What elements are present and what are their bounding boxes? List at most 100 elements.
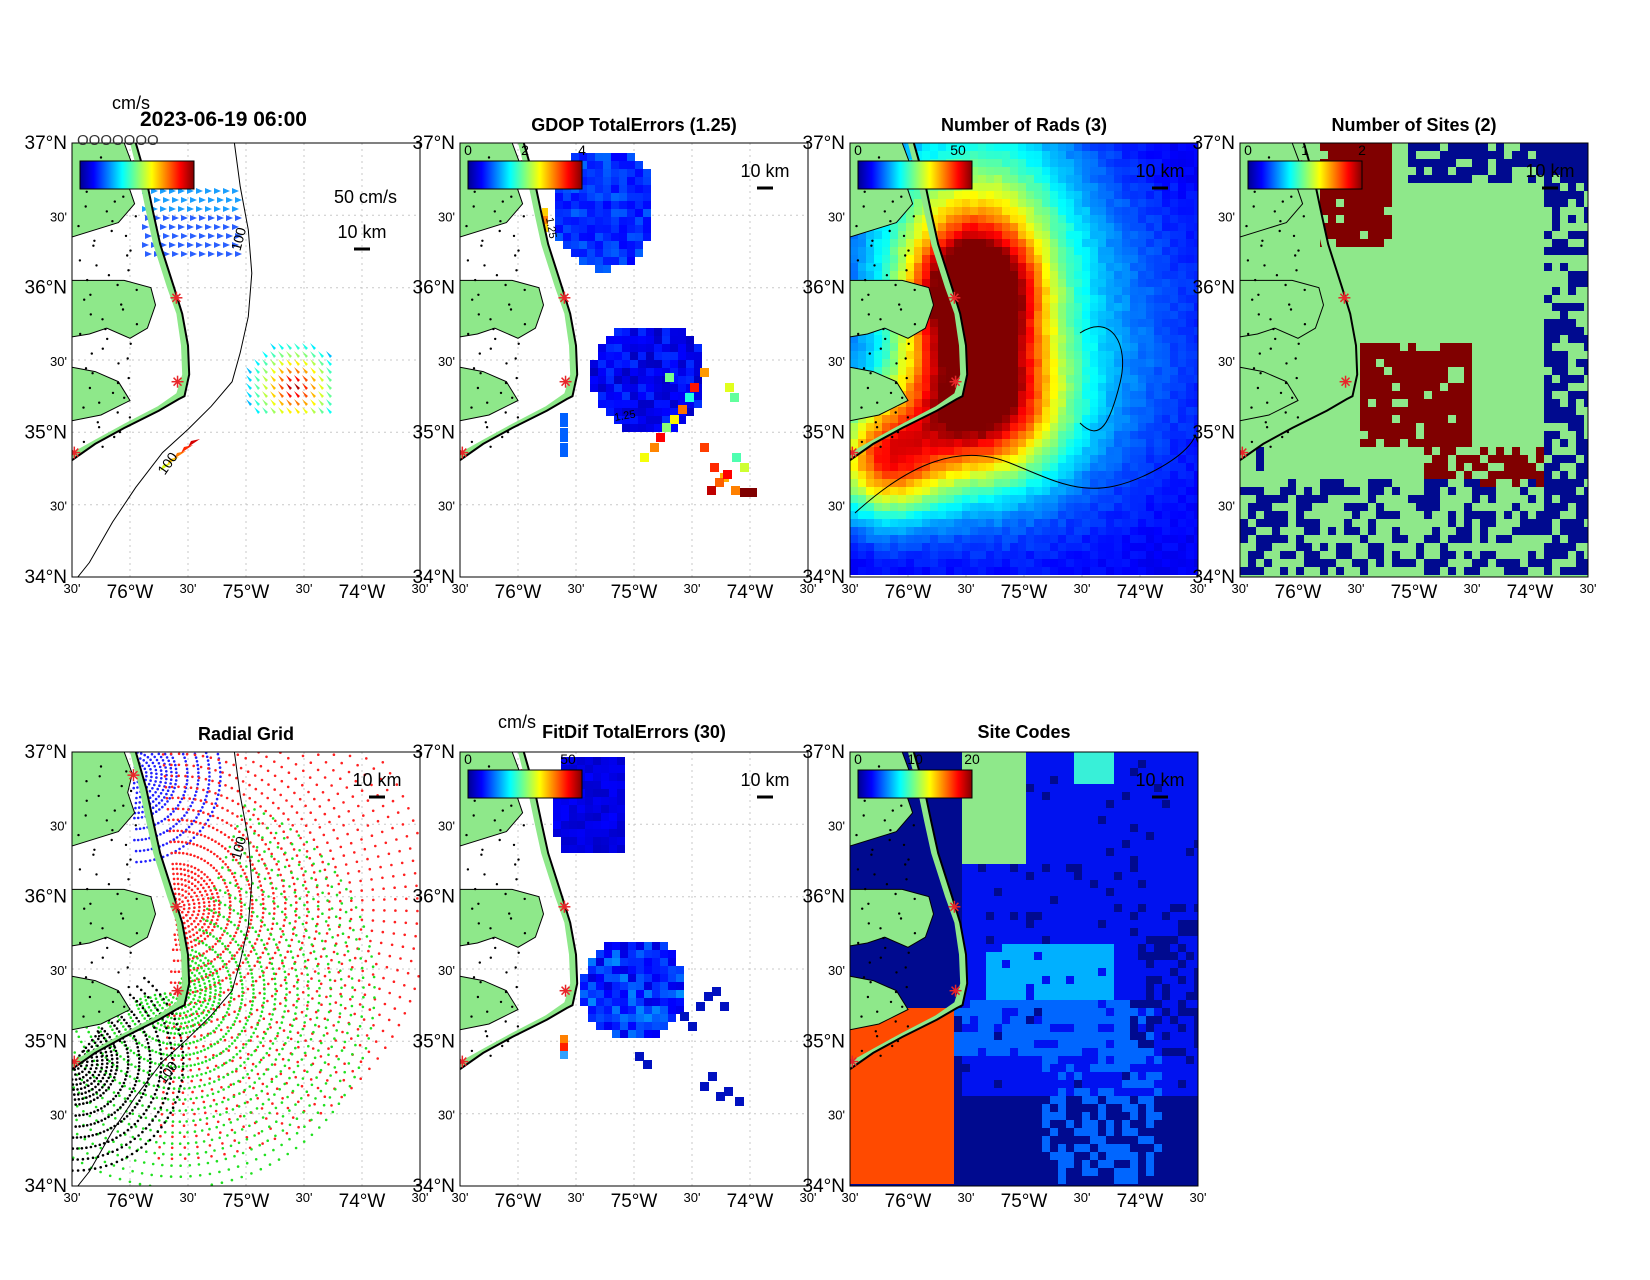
field-cell	[1058, 303, 1066, 311]
radial-bin	[193, 920, 196, 923]
radial-bin	[218, 907, 221, 910]
field-cell	[1544, 463, 1552, 471]
field-cell	[1050, 279, 1058, 287]
field-cell	[1074, 407, 1082, 415]
field-cell	[627, 201, 635, 209]
field-cell	[906, 439, 914, 447]
field-cell	[1512, 479, 1520, 487]
island-dot	[502, 200, 504, 202]
radial-bin	[194, 879, 197, 882]
radial-bin	[183, 756, 186, 759]
radial-bin	[152, 806, 155, 809]
island-dot	[868, 313, 870, 315]
field-cell	[1360, 439, 1368, 447]
field-cell	[954, 551, 962, 559]
island-dot	[1276, 274, 1278, 276]
field-cell	[643, 209, 651, 217]
radial-bin	[208, 901, 211, 904]
field-cell	[1368, 215, 1376, 223]
field-cell	[1098, 175, 1106, 183]
field-cell	[1034, 311, 1042, 319]
field-cell	[1146, 503, 1154, 511]
field-cell	[906, 431, 914, 439]
current-vector	[235, 215, 242, 221]
field-cell	[1328, 559, 1336, 567]
field-cell	[914, 231, 922, 239]
field-cell	[1138, 519, 1146, 527]
field-cell	[1002, 287, 1010, 295]
lon-tick-label: 30'	[180, 581, 197, 596]
field-cell	[938, 447, 946, 455]
field-cell	[938, 487, 946, 495]
radial-bin	[191, 876, 194, 879]
field-cell	[1114, 527, 1122, 535]
field-cell	[970, 527, 978, 535]
lon-tick-label: 76°W	[495, 582, 542, 603]
radial-bin	[268, 937, 271, 940]
radial-bin	[161, 799, 164, 802]
field-cell	[1106, 519, 1114, 527]
field-cell	[1082, 343, 1090, 351]
radial-bin	[153, 756, 156, 759]
field-cell	[1186, 183, 1194, 191]
field-cell	[914, 511, 922, 519]
field-cell	[1560, 519, 1568, 527]
island-dot	[112, 392, 114, 394]
radial-bin	[284, 907, 287, 910]
field-cell	[1122, 215, 1130, 223]
field-cell	[595, 225, 603, 233]
field-cell	[1424, 407, 1432, 415]
field-cell	[1034, 271, 1042, 279]
field-cell	[1544, 263, 1552, 271]
island-dot	[1253, 205, 1255, 207]
field-cell	[954, 247, 962, 255]
field-cell	[1488, 495, 1496, 503]
field-cell	[1010, 439, 1018, 447]
field-cell	[1146, 215, 1154, 223]
field-cell	[1344, 527, 1352, 535]
field-cell	[630, 368, 638, 376]
field-cell	[1010, 423, 1018, 431]
field-cell	[1026, 143, 1034, 151]
field-cell	[670, 352, 678, 360]
field-cell	[595, 241, 603, 249]
field-cell	[946, 223, 954, 231]
field-cell	[1248, 503, 1256, 511]
field-cell	[1066, 327, 1074, 335]
field-cell	[1042, 255, 1050, 263]
lat-tick-label: 30'	[828, 209, 845, 224]
field-cell	[906, 479, 914, 487]
field-cell	[1440, 551, 1448, 559]
field-cell	[898, 463, 906, 471]
field-cell	[619, 241, 627, 249]
field-cell	[858, 359, 866, 367]
field-cell	[1034, 439, 1042, 447]
radial-bin	[213, 958, 216, 961]
field-cell	[1002, 199, 1010, 207]
radial-bin	[157, 822, 160, 825]
field-cell	[1138, 407, 1146, 415]
field-cell	[1448, 471, 1456, 479]
lat-tick-label: 30'	[50, 354, 67, 369]
field-cell	[1178, 511, 1186, 519]
field-cell	[890, 255, 898, 263]
radial-bin	[168, 1003, 171, 1006]
field-cell	[1162, 255, 1170, 263]
field-cell	[1082, 527, 1090, 535]
field-cell	[1552, 431, 1560, 439]
field-cell	[1074, 463, 1082, 471]
island-dot	[507, 431, 509, 433]
field-cell	[598, 400, 606, 408]
field-cell	[1018, 287, 1026, 295]
field-cell	[922, 471, 930, 479]
field-cell	[1432, 143, 1440, 151]
field-cell	[906, 255, 914, 263]
radial-bin	[180, 868, 183, 871]
field-cell	[986, 567, 994, 575]
field-cell	[914, 447, 922, 455]
field-cell	[1328, 199, 1336, 207]
radial-bin	[199, 822, 202, 825]
island-dot	[900, 308, 902, 310]
island-dot	[1274, 338, 1276, 340]
field-cell	[1552, 287, 1560, 295]
